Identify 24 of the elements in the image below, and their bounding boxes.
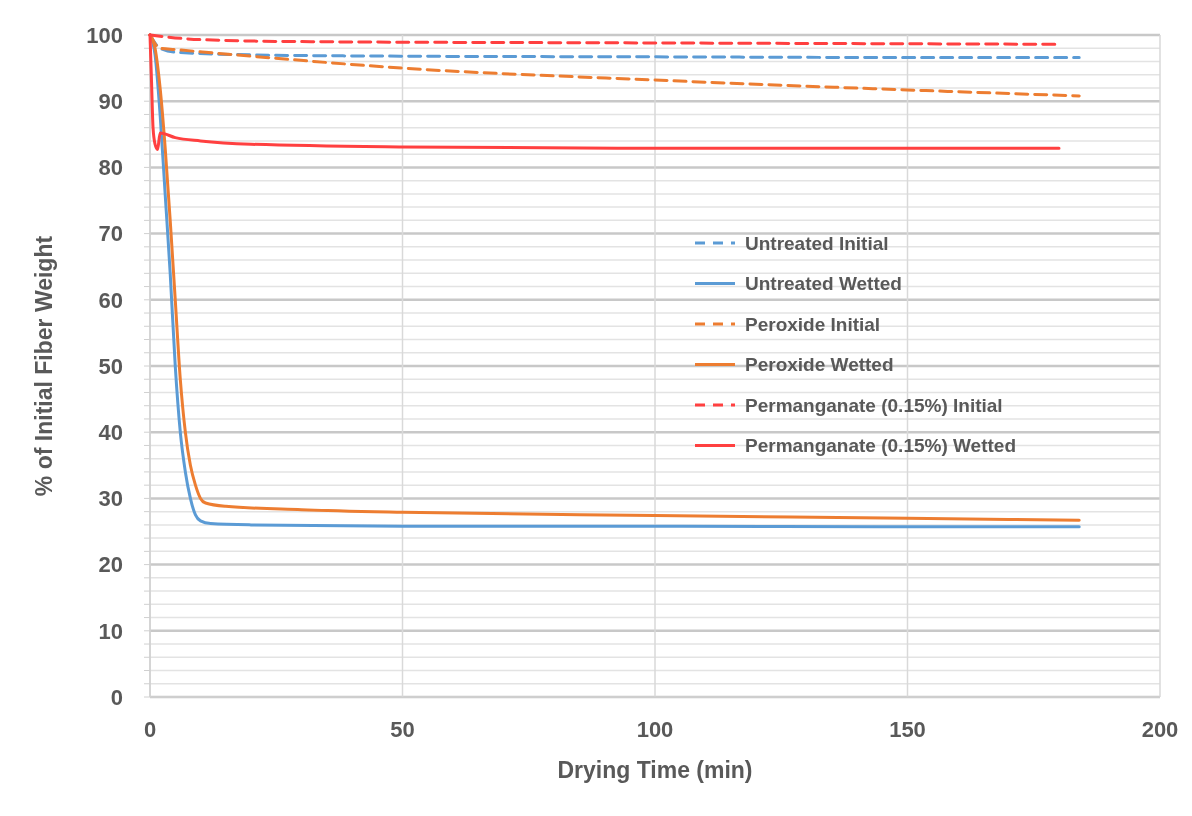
legend-label: Untreated Initial [745, 232, 889, 254]
y-tick-label: 80 [98, 155, 123, 181]
y-tick-label: 30 [98, 486, 123, 512]
y-axis-title: % of Initial Fiber Weight [31, 235, 57, 497]
x-tick-label: 50 [390, 717, 415, 742]
x-tick-label: 150 [889, 717, 926, 742]
y-tick-label: 40 [98, 419, 123, 445]
x-tick-label: 200 [1141, 717, 1179, 742]
legend-label: Peroxide Wetted [745, 354, 894, 376]
y-tick-label: 50 [98, 353, 123, 379]
y-tick-label: 20 [98, 552, 123, 578]
y-tick-label: 0 [110, 684, 123, 710]
y-tick-label: 100 [86, 22, 123, 48]
y-tick-label: 10 [98, 618, 123, 644]
y-tick-label: 60 [98, 287, 123, 313]
x-tick-label: 100 [636, 717, 674, 742]
x-axis-title: Drying Time (min) [557, 757, 753, 783]
y-tick-label: 70 [98, 221, 123, 247]
legend-label: Peroxide Initial [745, 313, 881, 335]
legend-label: Untreated Wetted [745, 273, 902, 295]
x-tick-label: 0 [143, 717, 157, 742]
legend-label: Permanganate (0.15%) Initial [745, 394, 1003, 416]
legend-label: Permanganate (0.15%) Wetted [745, 435, 1017, 457]
y-tick-label: 90 [98, 88, 123, 114]
